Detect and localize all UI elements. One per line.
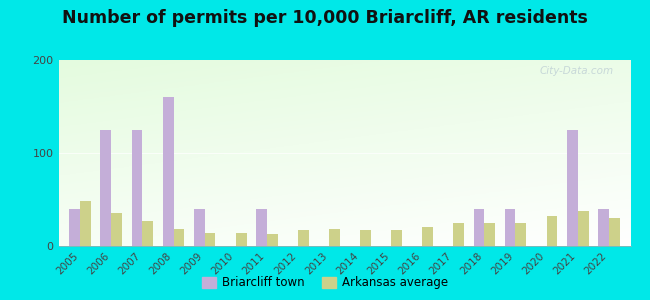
Bar <box>504 209 515 246</box>
Text: City-Data.com: City-Data.com <box>540 66 614 76</box>
Bar <box>473 209 484 246</box>
Bar <box>484 223 495 246</box>
Bar <box>567 130 578 246</box>
Bar <box>515 223 526 246</box>
Bar <box>70 209 80 246</box>
Bar <box>298 230 309 246</box>
Bar <box>547 216 558 246</box>
Legend: Briarcliff town, Arkansas average: Briarcliff town, Arkansas average <box>197 272 453 294</box>
Bar <box>236 233 246 246</box>
Bar <box>609 218 619 246</box>
Bar <box>131 130 142 246</box>
Bar <box>422 227 433 246</box>
Bar <box>205 233 216 246</box>
Bar <box>256 209 266 246</box>
Bar <box>174 229 185 246</box>
Bar <box>360 230 371 246</box>
Bar <box>598 209 609 246</box>
Bar <box>80 201 91 246</box>
Bar <box>101 130 111 246</box>
Bar <box>578 211 588 246</box>
Bar <box>266 234 278 246</box>
Bar <box>142 221 153 246</box>
Bar <box>391 230 402 246</box>
Bar <box>194 209 205 246</box>
Bar <box>329 229 340 246</box>
Bar <box>453 223 464 246</box>
Bar <box>162 97 174 246</box>
Text: Number of permits per 10,000 Briarcliff, AR residents: Number of permits per 10,000 Briarcliff,… <box>62 9 588 27</box>
Bar <box>111 214 122 246</box>
